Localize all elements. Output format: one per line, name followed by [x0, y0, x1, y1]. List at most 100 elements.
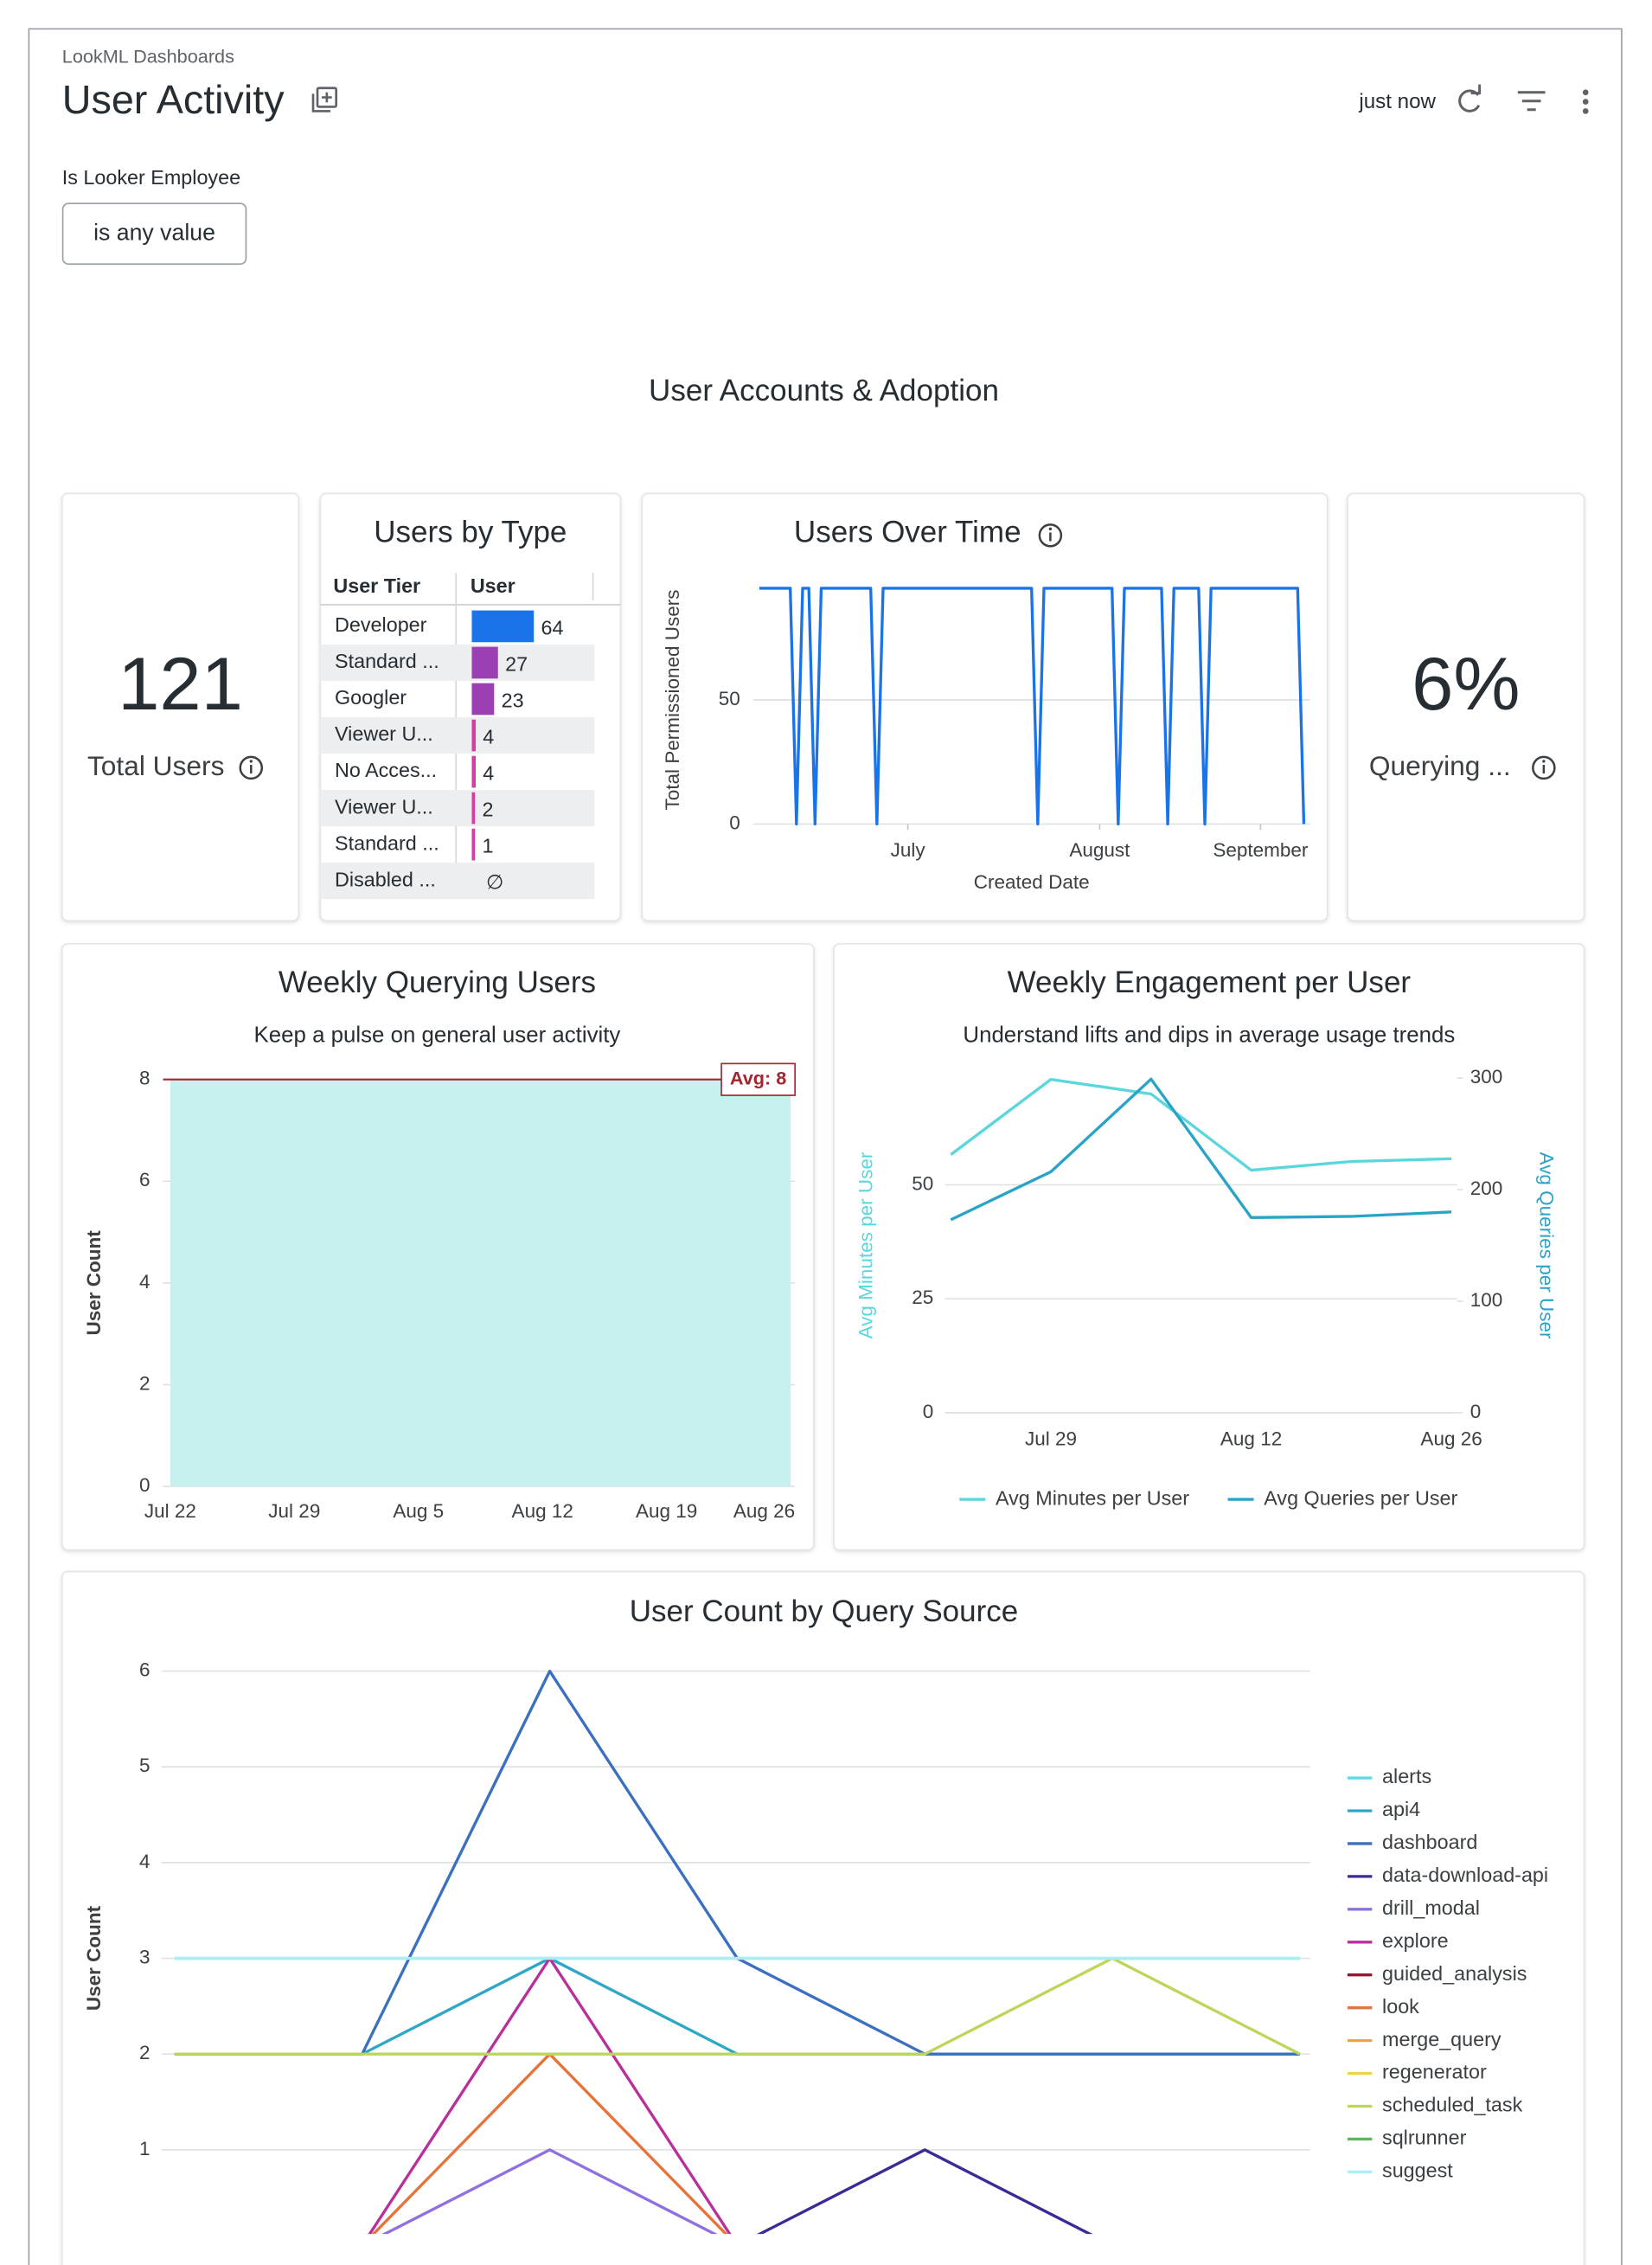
- kpi-label: Total Users: [87, 750, 224, 781]
- chart-subtitle: Understand lifts and dips in average usa…: [963, 1023, 1455, 1047]
- bar: [471, 719, 476, 752]
- filter-icon[interactable]: [1517, 91, 1546, 112]
- line: [950, 1077, 1452, 1172]
- chart-title: Users Over Time: [794, 515, 1021, 549]
- y2-axis-title: Avg Queries per User: [1536, 1152, 1558, 1339]
- x-tick-label: Aug 12: [512, 1500, 573, 1522]
- filter-label: Is Looker Employee: [62, 166, 240, 189]
- y-tick-label: 8: [139, 1068, 150, 1089]
- clipped-chart: 1 2 3 4 5 6 User Count alerts api4 dashboard data-…: [83, 1659, 1548, 2235]
- chart-title: Weekly Engagement per User: [1008, 966, 1412, 999]
- legend-label: alerts: [1382, 1765, 1431, 1787]
- row-shade: [320, 644, 595, 681]
- bar: [471, 646, 498, 679]
- x-tick-label: Aug 26: [733, 1500, 795, 1522]
- x-tick-label: August: [1069, 839, 1130, 861]
- refresh-icon[interactable]: [1458, 84, 1482, 112]
- bar: [471, 792, 476, 825]
- filter-button[interactable]: [61, 202, 247, 266]
- reference-label-box: [720, 1062, 796, 1096]
- y-axis-title: User Count: [83, 1230, 105, 1336]
- reference-label: Avg: 8: [730, 1067, 786, 1088]
- y-tick-label: 6: [139, 1659, 150, 1681]
- bar: [471, 610, 535, 643]
- row-label: Standard ...: [335, 650, 439, 672]
- y-axis-title: User Count: [83, 1905, 105, 2011]
- x-tick-label: July: [891, 839, 926, 861]
- line: [950, 1077, 1452, 1222]
- y-tick-label: 2: [139, 2042, 150, 2063]
- x-tick-label: Aug 5: [393, 1500, 444, 1522]
- legend-label: Avg Minutes per User: [996, 1486, 1189, 1509]
- legend-label: sqlrunner: [1382, 2127, 1467, 2149]
- legend-label: scheduled_task: [1382, 2094, 1523, 2116]
- legend-label: suggest: [1382, 2159, 1453, 2182]
- y-tick-label: 1: [139, 2138, 150, 2159]
- y2-tick-label: 100: [1470, 1289, 1503, 1311]
- legend-label: dashboard: [1382, 1831, 1477, 1853]
- legend-label: Avg Queries per User: [1264, 1486, 1457, 1509]
- chart-title: Users by Type: [374, 515, 567, 549]
- y-tick-label: 0: [729, 812, 740, 833]
- legend-label: regenerator: [1382, 2061, 1487, 2083]
- kpi-tile: [61, 492, 300, 922]
- value-label: 64: [541, 616, 564, 638]
- y2-tick-label: 200: [1470, 1177, 1503, 1199]
- x-tick-label: Aug 12: [1220, 1428, 1282, 1450]
- y-tick-label: 3: [139, 1946, 150, 1967]
- value-label: 4: [483, 762, 494, 785]
- y-tick-label: 50: [719, 688, 740, 709]
- y-tick-label: 0: [139, 1474, 150, 1496]
- y-tick-label: 4: [139, 1851, 150, 1872]
- dashboard-title: User Activity: [62, 77, 285, 122]
- y-tick-label: 50: [912, 1172, 933, 1194]
- y-tick-label: 5: [139, 1755, 150, 1776]
- info-icon[interactable]: [239, 755, 264, 780]
- bar: [471, 828, 476, 861]
- bar: [471, 683, 495, 715]
- y-tick-label: 6: [139, 1169, 150, 1190]
- value-label: 23: [502, 690, 524, 712]
- column-header: User: [471, 574, 515, 597]
- value-label: 4: [483, 726, 494, 748]
- y-tick-label: 25: [912, 1286, 933, 1308]
- value-label: ∅: [486, 871, 503, 894]
- x-axis-title: Created Date: [974, 871, 1090, 893]
- add-tile-icon[interactable]: [311, 87, 338, 112]
- legend-label: data-download-api: [1382, 1864, 1548, 1886]
- y-tick-label: 4: [139, 1271, 150, 1293]
- value-label: 2: [483, 799, 494, 821]
- x-tick-label: September: [1213, 839, 1309, 861]
- row-shade: [320, 717, 595, 754]
- legend-label: look: [1382, 1995, 1419, 2018]
- chart-tile: [61, 1570, 1585, 2265]
- row-shade: [320, 863, 595, 900]
- filter-value[interactable]: is any value: [93, 219, 215, 245]
- legend-label: merge_query: [1382, 2028, 1502, 2050]
- info-icon[interactable]: [1532, 755, 1556, 780]
- line: [759, 587, 1306, 826]
- x-tick-label: Jul 22: [144, 1500, 196, 1522]
- row-label: Standard ...: [335, 831, 439, 854]
- legend-label: explore: [1382, 1929, 1449, 1952]
- area: [170, 1079, 791, 1487]
- chart-title: Weekly Querying Users: [279, 966, 596, 999]
- row-shade: [320, 790, 595, 827]
- chart-tile: [833, 943, 1585, 1551]
- legend-label: api4: [1382, 1798, 1420, 1820]
- kpi-value: 121: [118, 642, 243, 726]
- chart-title: User Count by Query Source: [630, 1594, 1019, 1628]
- value-label: 1: [483, 835, 494, 857]
- y2-tick-label: 0: [1470, 1401, 1482, 1422]
- y-tick-label: 0: [923, 1401, 934, 1422]
- legend-label: drill_modal: [1382, 1896, 1480, 1919]
- info-icon[interactable]: [1038, 523, 1063, 548]
- menu-icon[interactable]: [1582, 89, 1589, 114]
- refresh-status: just now: [1358, 90, 1436, 113]
- row-label: No Acces...: [335, 759, 437, 781]
- kpi-tile: [1347, 492, 1585, 922]
- y2-tick-label: 300: [1470, 1066, 1503, 1088]
- breadcrumb[interactable]: LookML Dashboards: [62, 45, 234, 67]
- legend-label: guided_analysis: [1382, 1962, 1527, 1985]
